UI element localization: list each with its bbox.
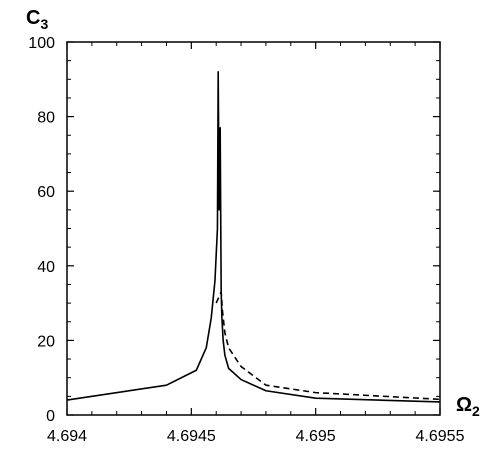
x-tick-label: 4.6955 <box>416 428 465 445</box>
series-line-solid <box>66 71 441 403</box>
y-tick-label: 0 <box>46 408 55 425</box>
y-tick-label: 80 <box>37 110 55 127</box>
x-tick-label: 4.6945 <box>167 428 216 445</box>
y-axis-subscript: 3 <box>40 16 48 32</box>
plot-frame <box>66 41 441 416</box>
x-tick-label: 4.694 <box>47 428 87 445</box>
x-axis-symbol: Ω <box>456 394 472 416</box>
x-axis-label: Ω2 <box>456 394 480 419</box>
y-axis-label: C3 <box>26 7 48 32</box>
x-axis-subscript: 2 <box>472 403 480 419</box>
series-line-dashed <box>215 291 441 401</box>
y-tick-label: 60 <box>37 184 55 201</box>
y-tick-label: 40 <box>37 259 55 276</box>
y-axis-symbol: C <box>26 7 40 29</box>
x-tick-label: 4.695 <box>296 428 336 445</box>
y-tick-label: 20 <box>37 333 55 350</box>
y-tick-label: 100 <box>28 35 55 52</box>
